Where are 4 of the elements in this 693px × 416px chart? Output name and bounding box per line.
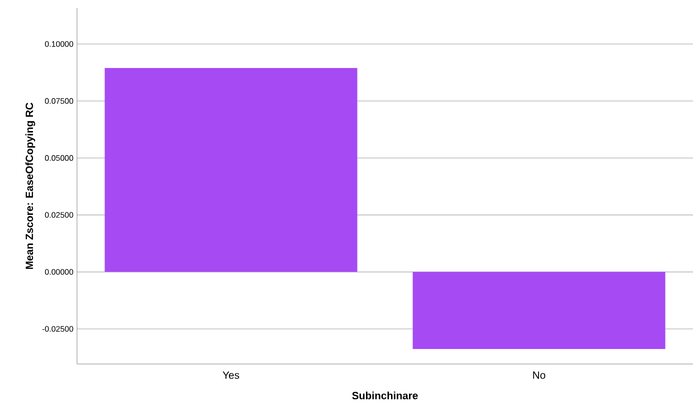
- y-axis-title: Mean Zscore: EaseOfCopying RC: [25, 102, 36, 269]
- x-tick-label: Yes: [222, 372, 240, 379]
- x-tick-label: No: [533, 372, 546, 379]
- x-axis-title: Subinchinare: [352, 392, 418, 400]
